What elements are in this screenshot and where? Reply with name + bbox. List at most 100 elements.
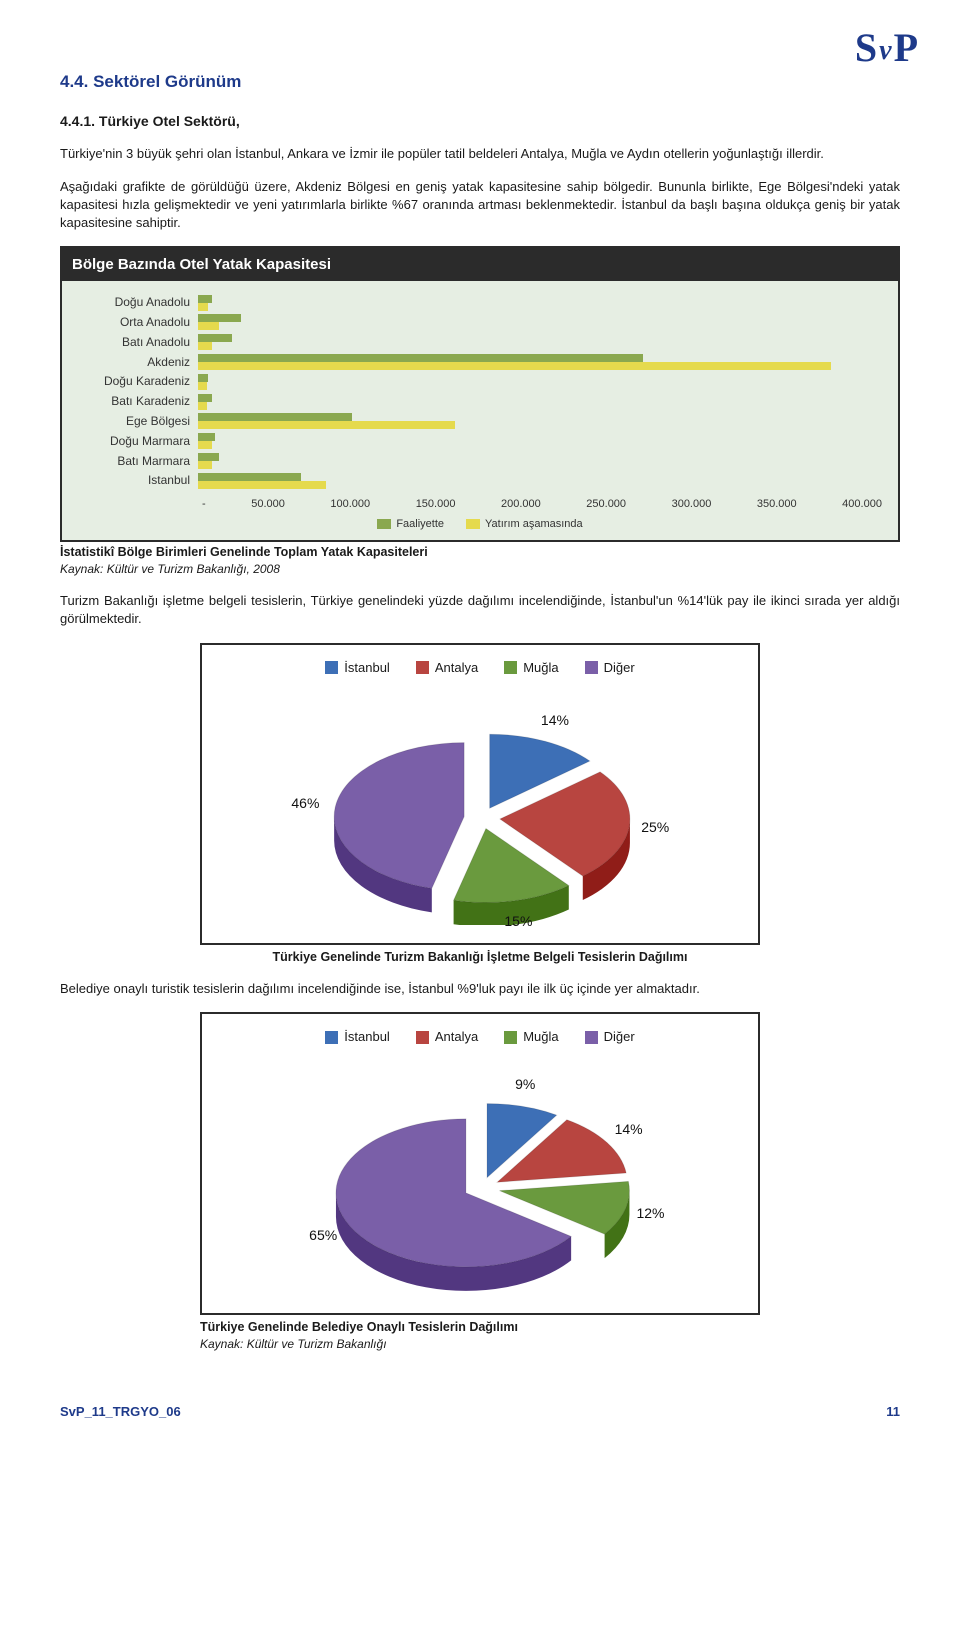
bar-faaliyette [198, 295, 212, 303]
bar-row: Batı Karadeniz [78, 393, 882, 410]
xaxis-tick: 50.000 [251, 497, 285, 512]
bar-chart-legend: Faaliyette Yatırım aşamasında [78, 517, 882, 532]
bar-yatirim [198, 342, 212, 350]
bar-row-label: Istanbul [78, 472, 198, 489]
legend-item: İstanbul [325, 1028, 390, 1046]
bar-faaliyette [198, 453, 219, 461]
legend-swatch-icon [466, 519, 480, 529]
xaxis-tick: 200.000 [501, 497, 541, 512]
bar-row: Batı Anadolu [78, 334, 882, 351]
legend-item: Muğla [504, 659, 558, 677]
paragraph-1: Türkiye'nin 3 büyük şehri olan İstanbul,… [60, 145, 900, 163]
bar-row-label: Orta Anadolu [78, 314, 198, 331]
bar-row-label: Ege Bölgesi [78, 413, 198, 430]
xaxis-tick: 100.000 [330, 497, 370, 512]
bar-yatirim [198, 382, 207, 390]
legend-swatch-icon [377, 519, 391, 529]
bar-chart-container: Bölge Bazında Otel Yatak Kapasitesi Doğu… [60, 246, 900, 542]
footer-page-number: 11 [886, 1403, 900, 1421]
pie-chart-2-caption: Türkiye Genelinde Belediye Onaylı Tesisl… [200, 1319, 760, 1337]
bar-faaliyette [198, 314, 241, 322]
bar-chart-title: Bölge Bazında Otel Yatak Kapasitesi [62, 248, 898, 281]
xaxis-tick: - [202, 497, 206, 512]
legend-item: Antalya [416, 1028, 478, 1046]
pie-chart-1-legend: İstanbul Antalya Muğla Diğer [212, 659, 748, 677]
bar-row: Doğu Marmara [78, 433, 882, 450]
bar-row: Doğu Karadeniz [78, 373, 882, 390]
bar-row-label: Batı Anadolu [78, 334, 198, 351]
bar-faaliyette [198, 354, 643, 362]
pie-chart-2-legend: İstanbul Antalya Muğla Diğer [212, 1028, 748, 1046]
bar-row-label: Doğu Marmara [78, 433, 198, 450]
brand-logo: SvP [855, 20, 920, 76]
xaxis-tick: 300.000 [672, 497, 712, 512]
pie-percent-label: 14% [615, 1120, 643, 1140]
bar-yatirim [198, 322, 219, 330]
bar-chart-source: Kaynak: Kültür ve Turizm Bakanlığı, 2008 [60, 561, 900, 578]
bar-yatirim [198, 481, 326, 489]
bar-yatirim [198, 461, 212, 469]
pie-percent-label: 14% [541, 711, 569, 731]
bar-row-label: Akdeniz [78, 354, 198, 371]
legend-swatch-icon [325, 661, 338, 674]
xaxis-tick: 350.000 [757, 497, 797, 512]
legend-item: Faaliyette [377, 517, 444, 532]
pie-chart-1: 14%25%15%46% [212, 695, 748, 925]
bar-faaliyette [198, 334, 232, 342]
legend-swatch-icon [504, 1031, 517, 1044]
legend-item: Diğer [585, 659, 635, 677]
bar-yatirim [198, 402, 207, 410]
pie-chart-1-container: İstanbulAntalyaMuğlaDiğer 14%25%15%46% [200, 643, 760, 945]
bar-row: Akdeniz [78, 354, 882, 371]
footer-doc-id: SvP_11_TRGYO_06 [60, 1403, 181, 1421]
pie-percent-label: 65% [309, 1226, 337, 1246]
pie-chart-1-caption: Türkiye Genelinde Turizm Bakanlığı İşlet… [60, 949, 900, 967]
legend-item: İstanbul [325, 659, 390, 677]
bar-yatirim [198, 441, 212, 449]
bar-faaliyette [198, 394, 212, 402]
legend-item: Diğer [585, 1028, 635, 1046]
paragraph-4: Belediye onaylı turistik tesislerin dağı… [60, 980, 900, 998]
legend-swatch-icon [504, 661, 517, 674]
pie-chart-2-container: İstanbulAntalyaMuğlaDiğer 9%14%12%65% [200, 1012, 760, 1314]
bar-yatirim [198, 421, 455, 429]
legend-item: Antalya [416, 659, 478, 677]
bar-row-label: Doğu Anadolu [78, 294, 198, 311]
bar-row-label: Batı Marmara [78, 453, 198, 470]
bar-faaliyette [198, 374, 208, 382]
xaxis-tick: 150.000 [416, 497, 456, 512]
bar-yatirim [198, 303, 208, 311]
bar-row: Batı Marmara [78, 453, 882, 470]
bar-faaliyette [198, 413, 352, 421]
bar-row-label: Batı Karadeniz [78, 393, 198, 410]
bar-faaliyette [198, 473, 301, 481]
bar-yatirim [198, 362, 831, 370]
xaxis-tick: 400.000 [842, 497, 882, 512]
bar-row-label: Doğu Karadeniz [78, 373, 198, 390]
legend-swatch-icon [585, 661, 598, 674]
subsection-heading: 4.4.1. Türkiye Otel Sektörü, [60, 112, 900, 132]
bar-chart-body: Doğu Anadolu Orta Anadolu Batı Anadolu Akde… [62, 281, 898, 540]
pie-percent-label: 15% [504, 912, 532, 932]
legend-swatch-icon [585, 1031, 598, 1044]
bar-chart-xaxis: -50.000100.000150.000200.000250.000300.0… [202, 497, 882, 512]
legend-item: Yatırım aşamasında [466, 517, 583, 532]
pie-percent-label: 9% [515, 1075, 535, 1095]
bar-chart-caption: İstatistikî Bölge Birimleri Genelinde To… [60, 544, 900, 562]
paragraph-3: Turizm Bakanlığı işletme belgeli tesisle… [60, 592, 900, 628]
pie-chart-2-source: Kaynak: Kültür ve Turizm Bakanlığı [200, 1336, 760, 1353]
legend-item: Muğla [504, 1028, 558, 1046]
section-heading: 4.4. Sektörel Görünüm [60, 70, 900, 94]
bar-row: Ege Bölgesi [78, 413, 882, 430]
legend-swatch-icon [416, 661, 429, 674]
page-footer: SvP_11_TRGYO_06 11 [60, 1403, 900, 1421]
legend-swatch-icon [325, 1031, 338, 1044]
legend-swatch-icon [416, 1031, 429, 1044]
paragraph-2: Aşağıdaki grafikte de görüldüğü üzere, A… [60, 178, 900, 233]
bar-row: Orta Anadolu [78, 314, 882, 331]
bar-row: Istanbul [78, 472, 882, 489]
pie-svg [212, 1065, 752, 1295]
pie-chart-2: 9%14%12%65% [212, 1065, 748, 1295]
pie-percent-label: 25% [641, 818, 669, 838]
bar-faaliyette [198, 433, 215, 441]
